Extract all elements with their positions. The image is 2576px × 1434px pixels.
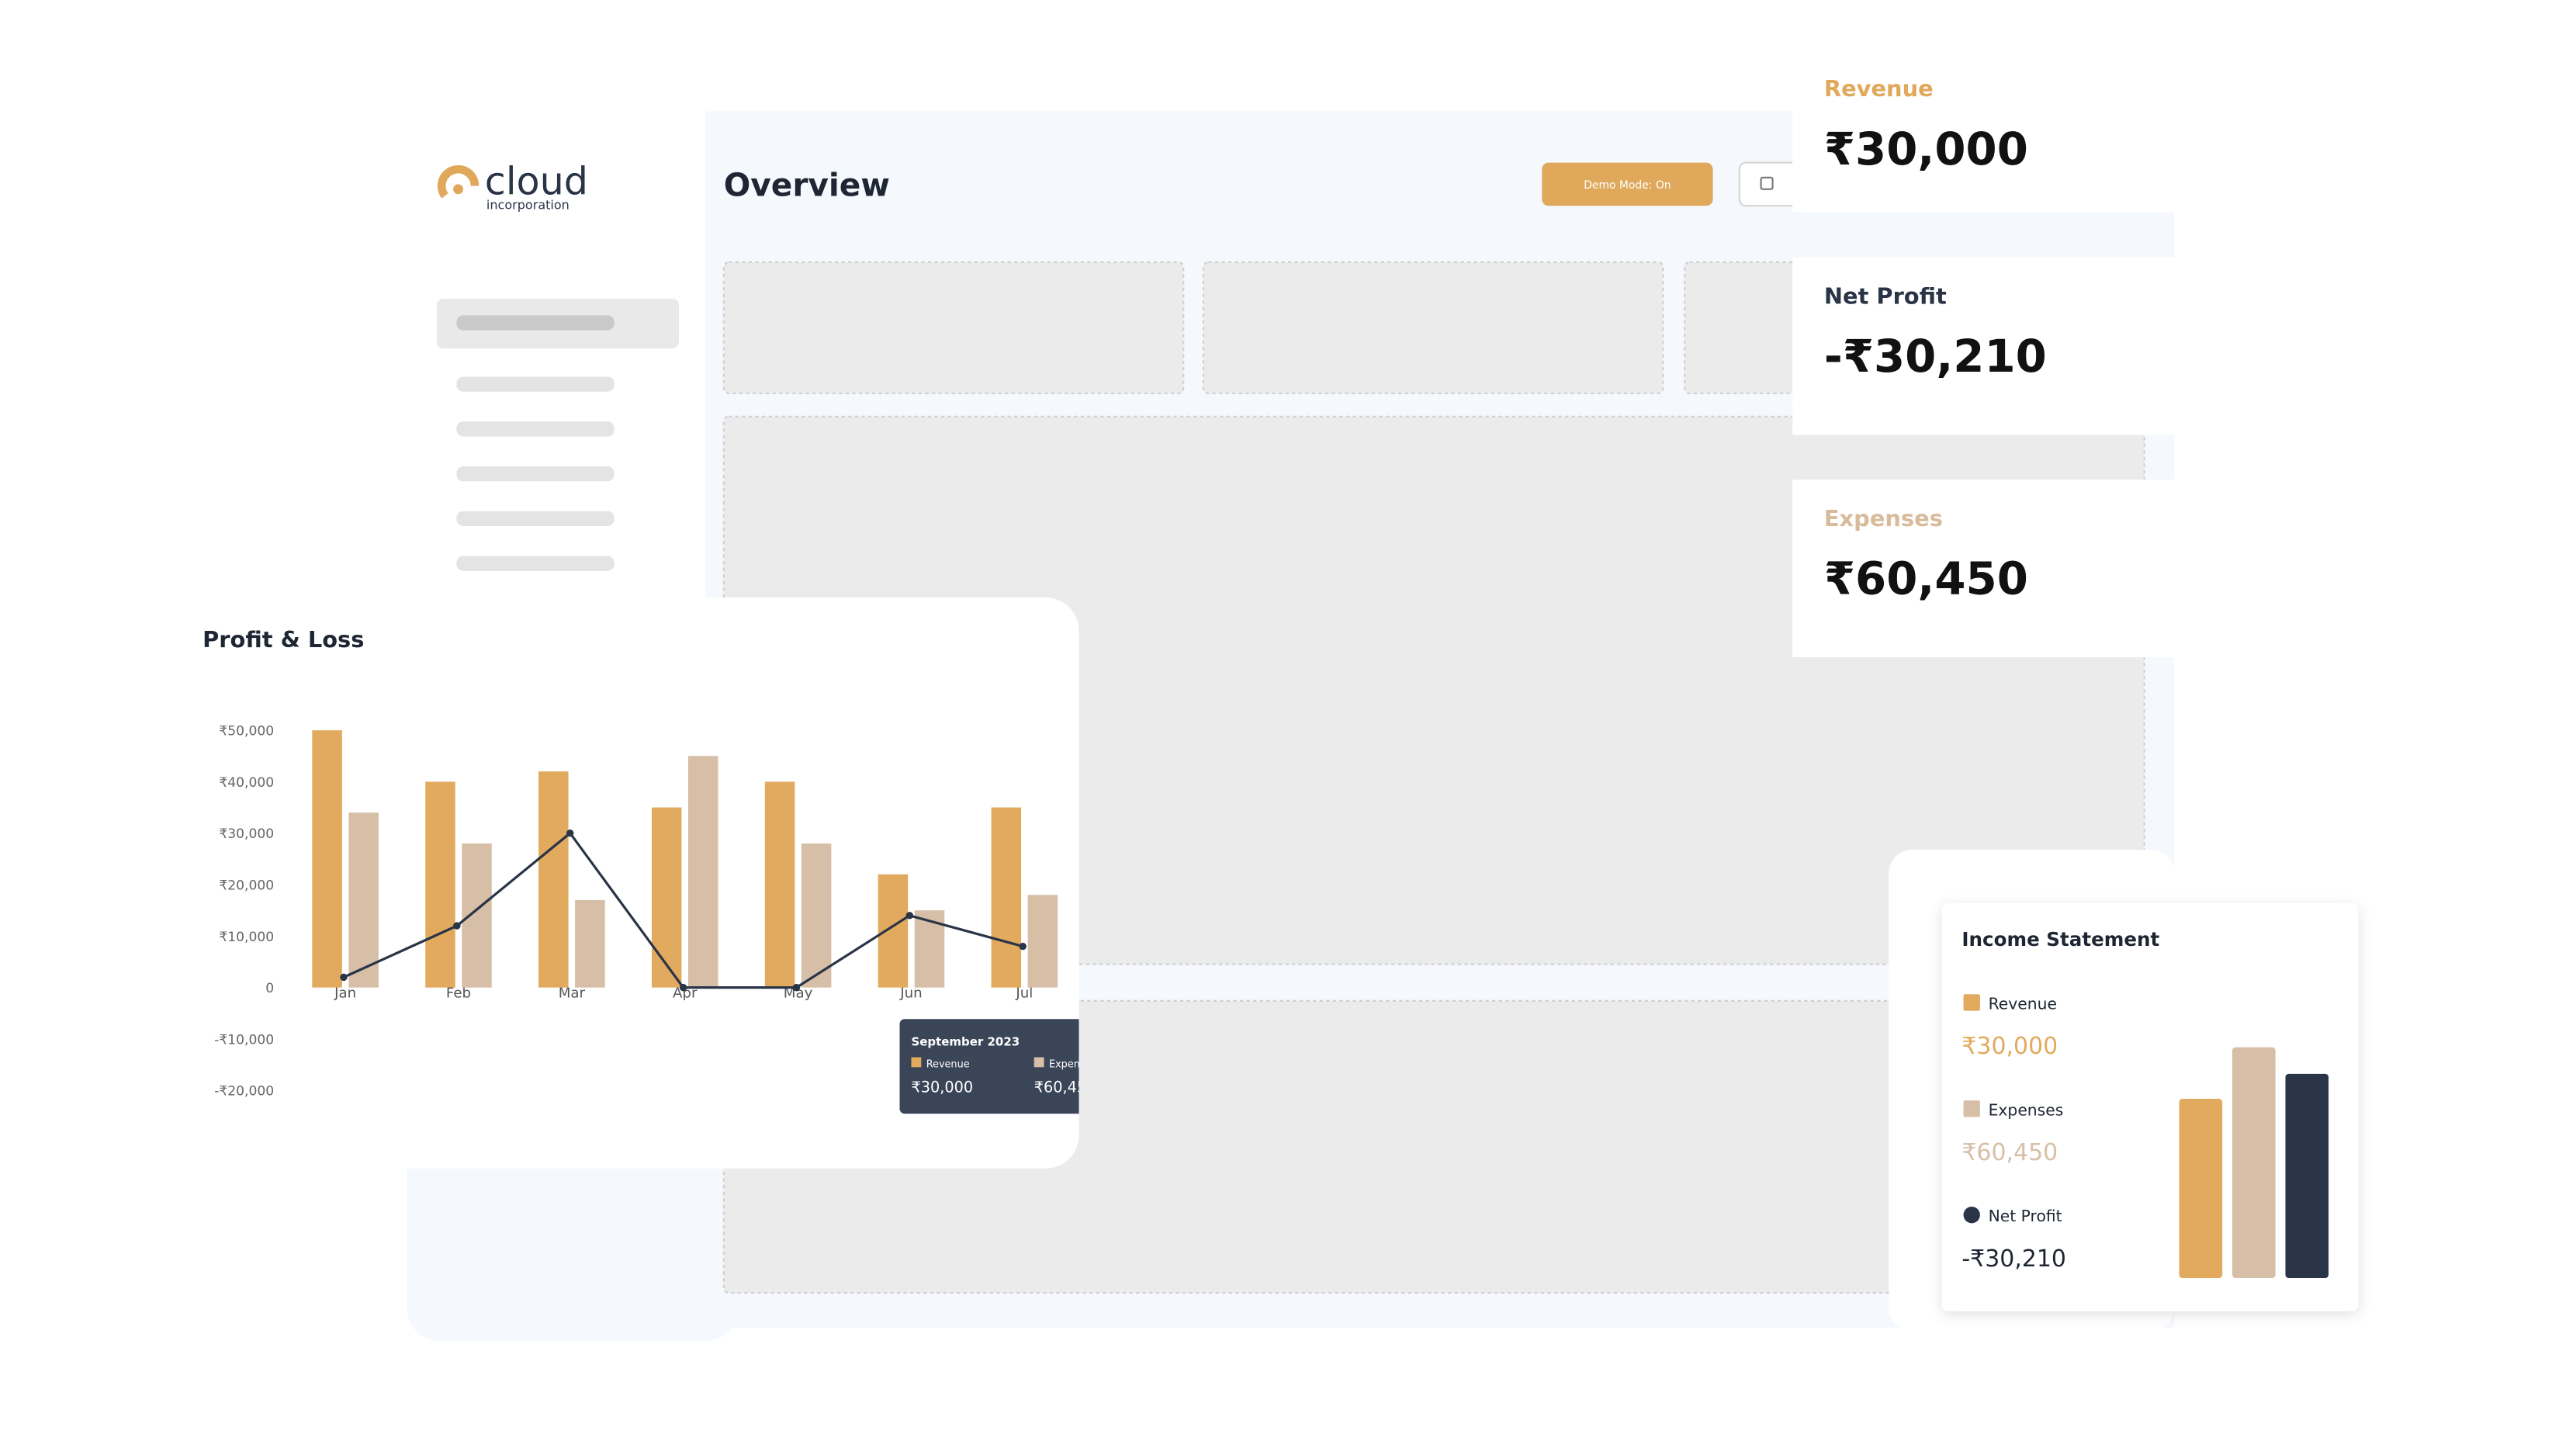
bar bbox=[764, 781, 795, 988]
x-tick-label: Mar bbox=[559, 985, 586, 1001]
demo-button[interactable] bbox=[1542, 162, 1713, 206]
stat-value: ₹30,000 bbox=[1824, 123, 2028, 175]
stat-card bbox=[1792, 50, 2175, 213]
x-tick-label: Jan bbox=[334, 985, 356, 1001]
legend-label: Expenses bbox=[1989, 1100, 2064, 1119]
logo-tagline: incorporation bbox=[486, 198, 570, 213]
bar bbox=[575, 899, 605, 988]
nav-skeleton[interactable] bbox=[456, 556, 615, 571]
tooltip-swatch bbox=[1034, 1057, 1044, 1068]
bar bbox=[991, 807, 1022, 988]
pl-card-edge bbox=[166, 598, 266, 1169]
nav-skeleton[interactable] bbox=[456, 466, 615, 482]
line-point bbox=[1019, 942, 1027, 951]
x-tick-label: May bbox=[784, 985, 813, 1001]
y-tick-label: ₹50,000 bbox=[219, 724, 274, 740]
bar bbox=[651, 807, 682, 988]
bar bbox=[688, 756, 718, 988]
tooltip-series: Expenses bbox=[1049, 1058, 1096, 1070]
legend-value: ₹30,000 bbox=[1961, 1033, 2058, 1060]
legend-swatch bbox=[1963, 994, 1980, 1011]
x-tick-label: Feb bbox=[446, 985, 471, 1001]
demo-button-label: Demo Mode: On bbox=[1584, 179, 1671, 192]
placeholder-card bbox=[1202, 261, 1664, 394]
nav-skeleton[interactable] bbox=[456, 376, 615, 392]
calendar-icon bbox=[1760, 176, 1774, 190]
income-bar bbox=[2232, 1047, 2276, 1278]
nav-skeleton[interactable] bbox=[456, 421, 615, 437]
line-point bbox=[340, 973, 348, 982]
line-point bbox=[905, 912, 914, 920]
tooltip-series: Revenue bbox=[926, 1058, 970, 1070]
logo-name: cloud bbox=[485, 158, 588, 203]
line-point bbox=[453, 922, 461, 930]
logo-icon bbox=[437, 165, 480, 199]
line-point bbox=[679, 983, 687, 992]
pl-card bbox=[166, 598, 1079, 1169]
nav-skeleton[interactable] bbox=[456, 511, 615, 527]
stat-cards: Revenue ₹30,000 Net Profit -₹30,210 Expenses… bbox=[1792, 50, 2175, 657]
income-title: Income Statement bbox=[1961, 928, 2159, 951]
bar bbox=[538, 771, 569, 988]
y-tick-label: ₹10,000 bbox=[219, 930, 274, 945]
bar bbox=[348, 812, 379, 988]
stat-card bbox=[1792, 480, 2175, 657]
y-tick-label: -₹20,000 bbox=[214, 1084, 274, 1100]
chart-title: Profit & Loss bbox=[203, 626, 364, 653]
tooltip-value: ₹60,450 bbox=[1034, 1078, 1096, 1096]
income-items: Revenue ₹30,000 Expenses ₹60,450 Net Profit -… bbox=[1961, 994, 2066, 1273]
legend-value: -₹30,210 bbox=[1961, 1245, 2066, 1273]
income-bar bbox=[2285, 1073, 2329, 1278]
income-bar bbox=[2179, 1098, 2223, 1278]
plot: ₹50,000 ₹40,000 ₹30,000 ₹20,000 ₹10,000 0 -₹10… bbox=[214, 724, 1096, 1114]
stat-value: ₹60,450 bbox=[1824, 552, 2028, 605]
tooltip-title: September 2023 bbox=[911, 1035, 1020, 1049]
y-tick-label: ₹40,000 bbox=[219, 775, 274, 791]
legend-label: Net Profit bbox=[1989, 1207, 2062, 1225]
legend-value: ₹60,450 bbox=[1961, 1139, 2058, 1166]
tooltip bbox=[899, 1019, 1079, 1114]
tooltip-value: ₹30,000 bbox=[911, 1078, 973, 1096]
line-point bbox=[792, 983, 801, 992]
bar bbox=[312, 730, 342, 988]
y-tick-label: ₹30,000 bbox=[219, 826, 274, 842]
stat-label: Revenue bbox=[1824, 75, 1934, 102]
y-tick-label: 0 bbox=[265, 981, 274, 996]
y-tick-label: ₹20,000 bbox=[219, 878, 274, 893]
x-tick-label: Jun bbox=[899, 985, 922, 1001]
tooltip-swatch bbox=[911, 1057, 922, 1068]
bar bbox=[1027, 895, 1058, 988]
bar bbox=[801, 843, 832, 988]
bar bbox=[878, 874, 909, 988]
logo-dot bbox=[453, 184, 463, 195]
page-title: Overview bbox=[724, 166, 890, 203]
stat-label: Net Profit bbox=[1824, 282, 1947, 309]
stat-card bbox=[1792, 257, 2175, 435]
stat-value: -₹30,210 bbox=[1824, 330, 2047, 383]
legend-label: Revenue bbox=[1989, 994, 2057, 1013]
legend-swatch bbox=[1963, 1206, 1980, 1224]
legend-swatch bbox=[1963, 1100, 1980, 1117]
bar bbox=[425, 781, 455, 988]
nav-skeleton bbox=[456, 315, 615, 331]
x-tick-label: Jul bbox=[1015, 985, 1033, 1001]
bar bbox=[462, 843, 492, 988]
y-tick-label: -₹10,000 bbox=[214, 1032, 274, 1048]
line-point bbox=[566, 830, 574, 837]
placeholder-card bbox=[722, 261, 1185, 394]
stat-label: Expenses bbox=[1824, 505, 1943, 532]
x-tick-label: Apr bbox=[673, 985, 698, 1001]
